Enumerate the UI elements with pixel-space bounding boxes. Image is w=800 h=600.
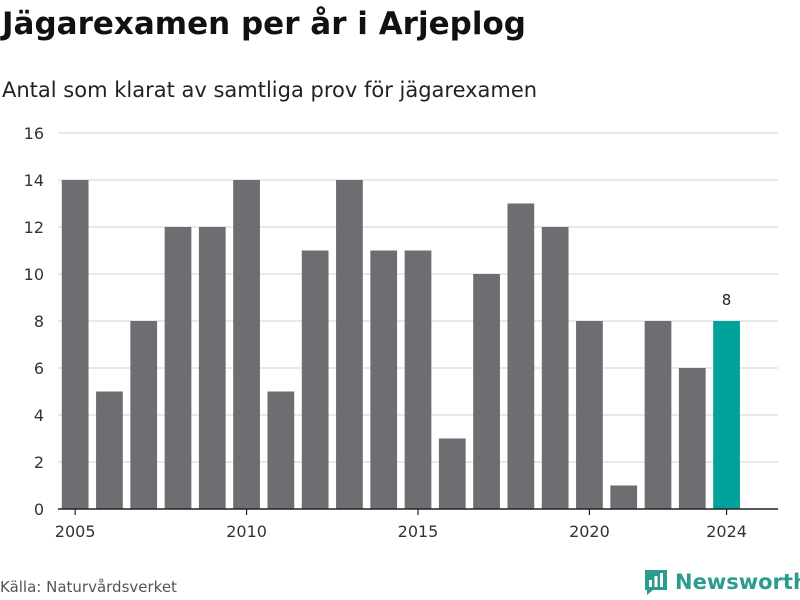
- bar: [678, 368, 706, 509]
- bar: [473, 274, 500, 509]
- brand-name: Newsworthy: [675, 570, 800, 594]
- bar: [404, 250, 432, 509]
- bar: [164, 227, 192, 509]
- bar: [438, 438, 466, 509]
- chart-title: Jägarexamen per år i Arjeplog: [2, 6, 526, 42]
- source-note: Källa: Naturvårdsverket: [0, 578, 177, 596]
- bar: [96, 391, 123, 509]
- bar: [370, 250, 398, 509]
- brand-logo: Newsworthy: [643, 568, 800, 596]
- x-tick-label: 2024: [706, 522, 747, 541]
- bar: [541, 227, 569, 509]
- bar-chart: 0 2 4 6 8 10 12 14 16 2005 2010 2015 2020 2024 8: [24, 124, 778, 541]
- y-tick-label: 6: [34, 359, 44, 378]
- bar: [233, 180, 260, 509]
- bar-chart-logo-icon: [645, 570, 667, 595]
- bar: [336, 180, 363, 509]
- y-tick-label: 2: [34, 453, 44, 472]
- bar: [61, 180, 89, 509]
- y-tick-label: 12: [24, 218, 44, 237]
- bar: [507, 203, 535, 509]
- bar: [130, 321, 158, 509]
- bar: [713, 321, 740, 509]
- y-tick-label: 14: [24, 171, 44, 190]
- bar: [301, 250, 329, 509]
- data-label: 8: [722, 291, 732, 309]
- bar: [198, 227, 226, 509]
- x-tick-label: 2015: [398, 522, 439, 541]
- x-tick-label: 2010: [226, 522, 267, 541]
- y-tick-label: 16: [24, 124, 44, 143]
- chart-subtitle: Antal som klarat av samtliga prov för jä…: [2, 78, 538, 102]
- bar: [267, 391, 295, 509]
- x-tick-label: 2005: [55, 522, 96, 541]
- bar: [644, 321, 672, 509]
- y-tick-label: 10: [24, 265, 44, 284]
- bar: [576, 321, 603, 509]
- y-tick-label: 0: [34, 500, 44, 519]
- x-tick-label: 2020: [569, 522, 610, 541]
- bar: [610, 485, 638, 509]
- y-tick-label: 4: [34, 406, 44, 425]
- y-tick-label: 8: [34, 312, 44, 331]
